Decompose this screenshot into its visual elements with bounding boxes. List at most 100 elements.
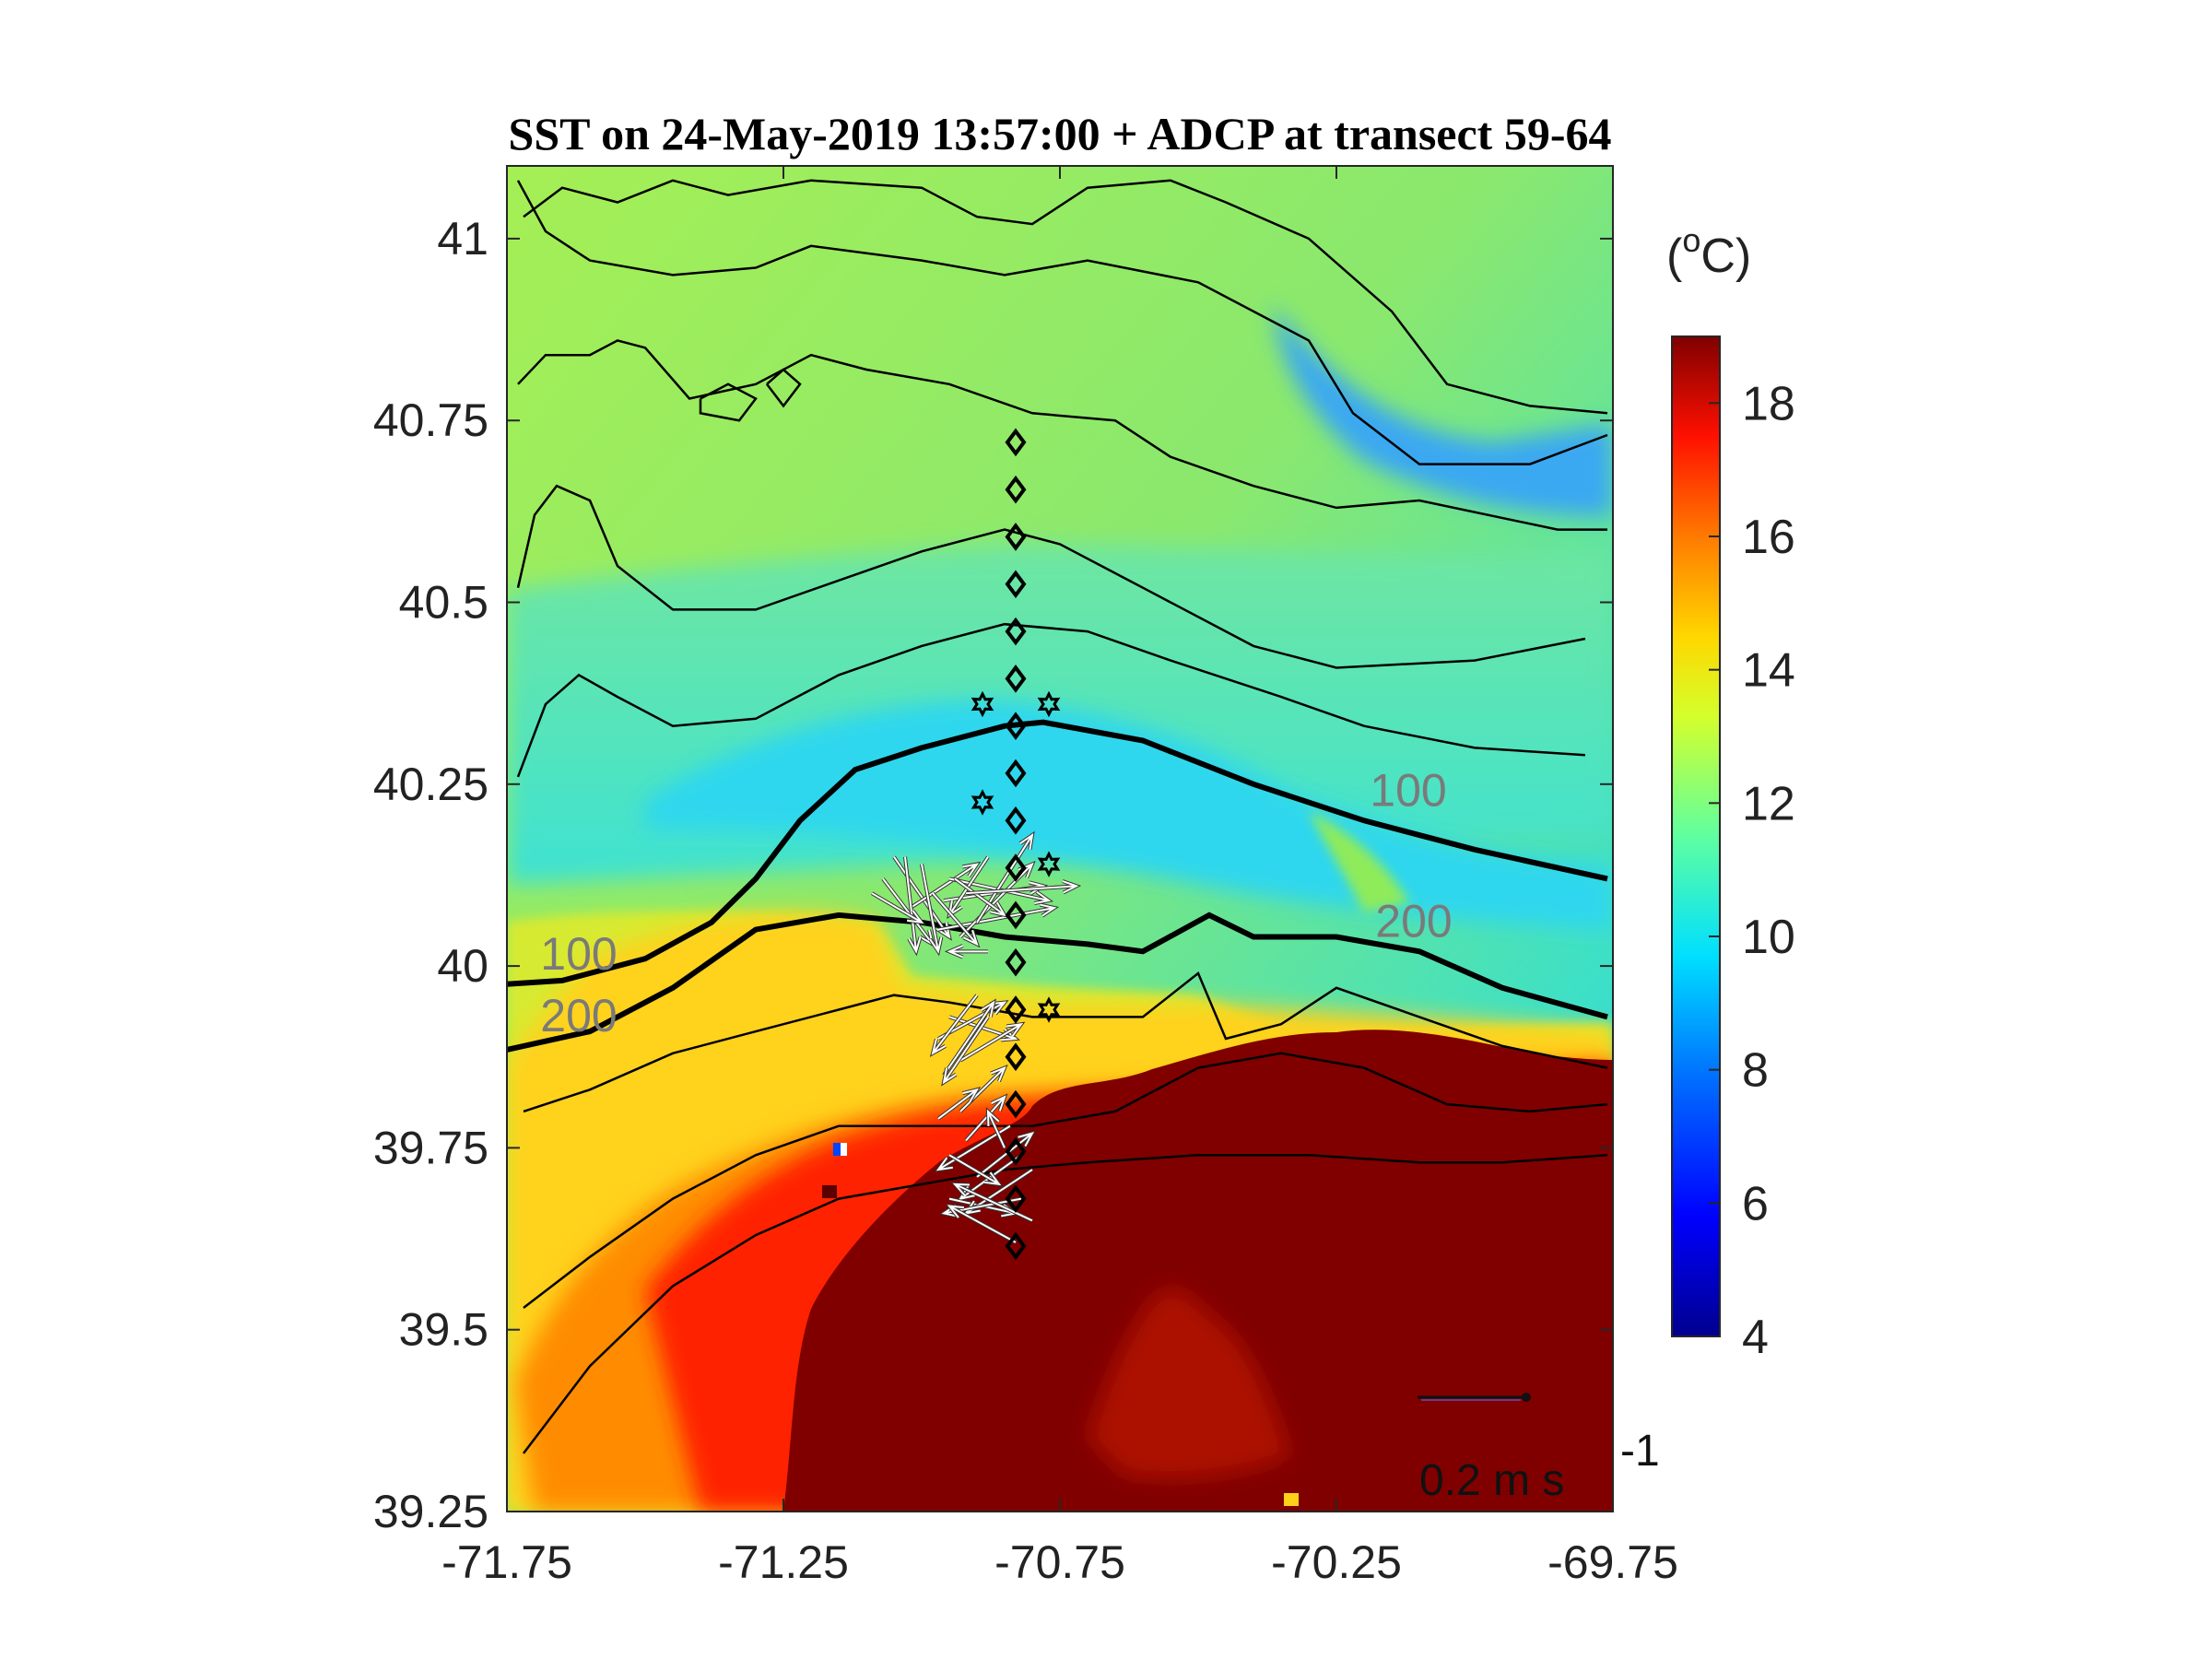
x-tick-label: -69.75 <box>1547 1536 1678 1588</box>
station-diamond <box>1005 1231 1027 1261</box>
y-tick-label: 40 <box>437 940 488 992</box>
x-axis-ticks: -71.75 -71.25 -70.75 -70.25 -69.75 <box>441 166 1678 1588</box>
isotherm-contour <box>523 971 1608 1113</box>
isobath-labels: 100 100 200 200 <box>540 764 1452 1041</box>
y-tick-label: 41 <box>437 213 488 265</box>
colorbar-tick-label: 10 <box>1742 911 1795 964</box>
station-diamond <box>1005 712 1027 741</box>
y-axis-ticks: 39.25 39.5 39.75 40 40.25 40.5 40.75 41 <box>373 213 1613 1537</box>
adcp-vector <box>975 1130 1037 1179</box>
isobath-lines <box>507 719 1608 1053</box>
station-diamond <box>1005 475 1027 504</box>
station-diamond <box>1005 806 1027 835</box>
colorbar-tick-label: 8 <box>1742 1044 1769 1098</box>
adcp-vector <box>903 856 923 957</box>
adcp-vector <box>942 998 996 1077</box>
isotherm-contours <box>516 179 1608 1454</box>
isotherm-contour <box>516 622 1586 778</box>
station-star <box>971 690 994 718</box>
y-tick-label: 40.25 <box>373 759 488 810</box>
adcp-vector <box>947 1153 1004 1187</box>
station-diamond <box>1005 570 1027 599</box>
isotherm-contour <box>699 382 758 422</box>
adcp-vector <box>964 1093 1008 1142</box>
colorbar-tick-label: 18 <box>1742 377 1795 430</box>
x-tick-label: -71.75 <box>441 1536 572 1588</box>
station-star <box>971 789 994 816</box>
station-diamond <box>1005 1137 1027 1166</box>
adcp-vector <box>920 864 944 957</box>
adcp-vector <box>965 879 1082 896</box>
colorbar-tick-label: 6 <box>1742 1177 1769 1230</box>
isotherm-contour <box>523 1154 1608 1454</box>
map-title: SST on 24-May-2019 13:57:00 + ADCP at tr… <box>509 108 1612 159</box>
y-tick-label: 39.25 <box>373 1486 488 1537</box>
adcp-vector <box>953 877 1009 918</box>
isotherm-contour <box>516 484 1586 669</box>
sst-field <box>507 166 1613 1512</box>
adcp-vector <box>959 1021 1026 1063</box>
y-tick-label: 39.75 <box>373 1122 488 1173</box>
adcp-vector <box>931 891 981 948</box>
station-diamond <box>1005 759 1027 788</box>
adcp-vector <box>945 1204 1017 1244</box>
adcp-vector <box>950 1182 1033 1223</box>
station-diamond <box>1005 665 1027 693</box>
station-star <box>1037 690 1061 718</box>
station-diamond <box>1005 1042 1027 1072</box>
colorbar-ticks: 4 6 8 10 12 14 16 18 <box>1709 377 1795 1364</box>
isobath-label-200: 200 <box>540 990 617 1041</box>
station-diamond <box>1005 995 1027 1024</box>
y-tick-label: 39.5 <box>399 1304 488 1356</box>
station-diamond <box>1005 947 1027 977</box>
adcp-vector <box>929 994 979 1057</box>
adcp-vector <box>944 944 988 959</box>
adcp-vector <box>959 1064 1008 1113</box>
isotherm-contour <box>523 179 1608 415</box>
adcp-vector <box>909 861 982 910</box>
adcp-vector <box>870 891 926 925</box>
station-diamond <box>1005 853 1027 882</box>
colorbar-unit-label: (oC) <box>1666 221 1751 283</box>
station-diamond <box>1005 523 1027 551</box>
adcp-vector <box>941 1016 990 1087</box>
isotherm-contour <box>516 180 1608 465</box>
station-diamond <box>1005 1089 1027 1119</box>
adcp-vector <box>975 830 1035 924</box>
colorbar: 4 6 8 10 12 14 16 18 (oC) <box>1666 221 1795 1364</box>
station-star <box>1037 996 1061 1023</box>
isotherm-contour <box>523 1052 1608 1309</box>
isobath-label-200: 200 <box>1375 896 1452 947</box>
isotherm-contour <box>766 368 802 408</box>
y-tick-label: 40.5 <box>399 577 488 629</box>
scale-arrow-exponent: -1 <box>1620 1427 1660 1476</box>
station-diamond <box>1005 900 1027 930</box>
adcp-vector <box>937 902 1060 932</box>
colorbar-tick-label: 16 <box>1742 511 1795 564</box>
colorbar-tick-label: 14 <box>1742 644 1795 698</box>
adcp-vector <box>985 1107 1006 1149</box>
x-tick-label: -71.25 <box>718 1536 849 1588</box>
station-star <box>1037 851 1061 877</box>
scale-arrow-label: 0.2 m s <box>1419 1456 1564 1505</box>
adcp-vector <box>948 877 1054 905</box>
isotherm-contour <box>517 339 1607 531</box>
station-diamond <box>1005 1184 1027 1213</box>
isobath-label-100: 100 <box>1370 764 1446 816</box>
isobath-label-100: 100 <box>540 928 617 980</box>
colorbar-tick-label: 12 <box>1742 777 1795 830</box>
colorbar-tick-label: 4 <box>1742 1311 1769 1364</box>
x-tick-label: -70.75 <box>994 1536 1125 1588</box>
station-diamond <box>1005 617 1027 646</box>
y-tick-label: 40.75 <box>373 394 488 446</box>
scale-arrow: 0.2 m s -1 <box>1418 1393 1660 1505</box>
station-markers <box>971 428 1061 1261</box>
isobath-200 <box>507 912 1608 1053</box>
colorbar-gradient <box>1671 335 1721 1337</box>
x-tick-label: -70.25 <box>1271 1536 1402 1588</box>
isobath-100 <box>507 719 1608 987</box>
station-diamond <box>1005 428 1027 457</box>
adcp-vectors <box>870 830 1082 1244</box>
adcp-vector <box>936 1087 982 1121</box>
